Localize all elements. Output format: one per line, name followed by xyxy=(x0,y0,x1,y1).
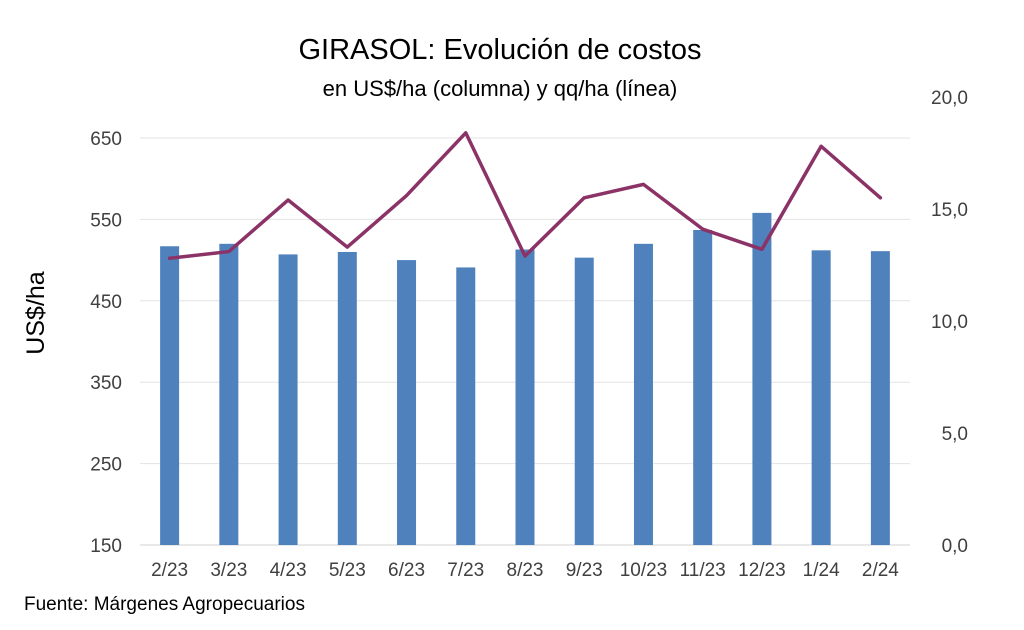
line-point xyxy=(760,247,764,251)
x-tick-label: 5/23 xyxy=(329,560,366,581)
bar xyxy=(160,246,180,545)
right-tick-label: 10,0 xyxy=(931,312,968,333)
bar xyxy=(870,251,890,545)
x-tick-label: 12/23 xyxy=(738,560,786,581)
right-tick-label: 5,0 xyxy=(942,424,968,445)
line-point xyxy=(641,182,645,186)
x-axis: 2/23 3/23 4/23 5/23 6/23 7/23 8/23 9/23 10/23 11/… xyxy=(151,560,899,581)
right-tick-label: 20,0 xyxy=(931,88,968,109)
right-y-axis: 0,0 5,0 10,0 15,0 20,0 xyxy=(931,88,968,557)
right-tick-label: 0,0 xyxy=(942,536,968,557)
bar xyxy=(219,243,239,545)
line-series-path xyxy=(167,131,883,261)
x-tick-label: 8/23 xyxy=(507,560,544,581)
line-point xyxy=(701,227,705,231)
right-tick-label: 15,0 xyxy=(931,200,968,221)
left-tick-label: 450 xyxy=(90,292,122,313)
chart-title: GIRASOL: Evolución de costos xyxy=(298,34,702,66)
x-tick-label: 2/24 xyxy=(862,560,899,581)
x-tick-label: 9/23 xyxy=(566,560,603,581)
line-point xyxy=(464,131,468,135)
x-tick-label: 3/23 xyxy=(210,560,247,581)
x-tick-label: 7/23 xyxy=(447,560,484,581)
left-tick-label: 150 xyxy=(90,536,122,557)
left-tick-label: 650 xyxy=(90,129,122,150)
chart-subtitle: en US$/ha (columna) y qq/ha (línea) xyxy=(322,76,678,101)
bar xyxy=(811,250,831,545)
source-note: Fuente: Márgenes Agropecuarios xyxy=(24,594,305,615)
line-point xyxy=(286,198,290,202)
line-point xyxy=(345,245,349,249)
bar-series xyxy=(160,212,890,546)
bar xyxy=(397,260,417,545)
y-axis-label: US$/ha xyxy=(22,271,50,354)
left-tick-label: 550 xyxy=(90,210,122,231)
bar xyxy=(456,267,476,545)
x-tick-label: 1/24 xyxy=(803,560,840,581)
x-tick-label: 2/23 xyxy=(151,560,188,581)
x-tick-label: 4/23 xyxy=(270,560,307,581)
line-point xyxy=(582,196,586,200)
bar xyxy=(515,249,535,545)
line-point xyxy=(819,144,823,148)
left-y-axis: 150 250 350 450 550 650 xyxy=(90,129,122,557)
bar xyxy=(337,251,357,545)
line-point xyxy=(168,256,172,260)
x-tick-label: 10/23 xyxy=(620,560,668,581)
line-series xyxy=(167,131,883,261)
line-point xyxy=(227,250,231,254)
line-point xyxy=(878,196,882,200)
line-point xyxy=(523,254,527,258)
line-point xyxy=(405,194,409,198)
bar xyxy=(693,229,713,545)
bar xyxy=(633,243,653,545)
x-tick-label: 11/23 xyxy=(680,560,726,581)
bar xyxy=(574,257,594,545)
x-tick-label: 6/23 xyxy=(388,560,425,581)
left-tick-label: 250 xyxy=(90,455,122,476)
bar xyxy=(278,254,298,546)
bar xyxy=(752,212,772,545)
left-tick-label: 350 xyxy=(90,373,122,394)
